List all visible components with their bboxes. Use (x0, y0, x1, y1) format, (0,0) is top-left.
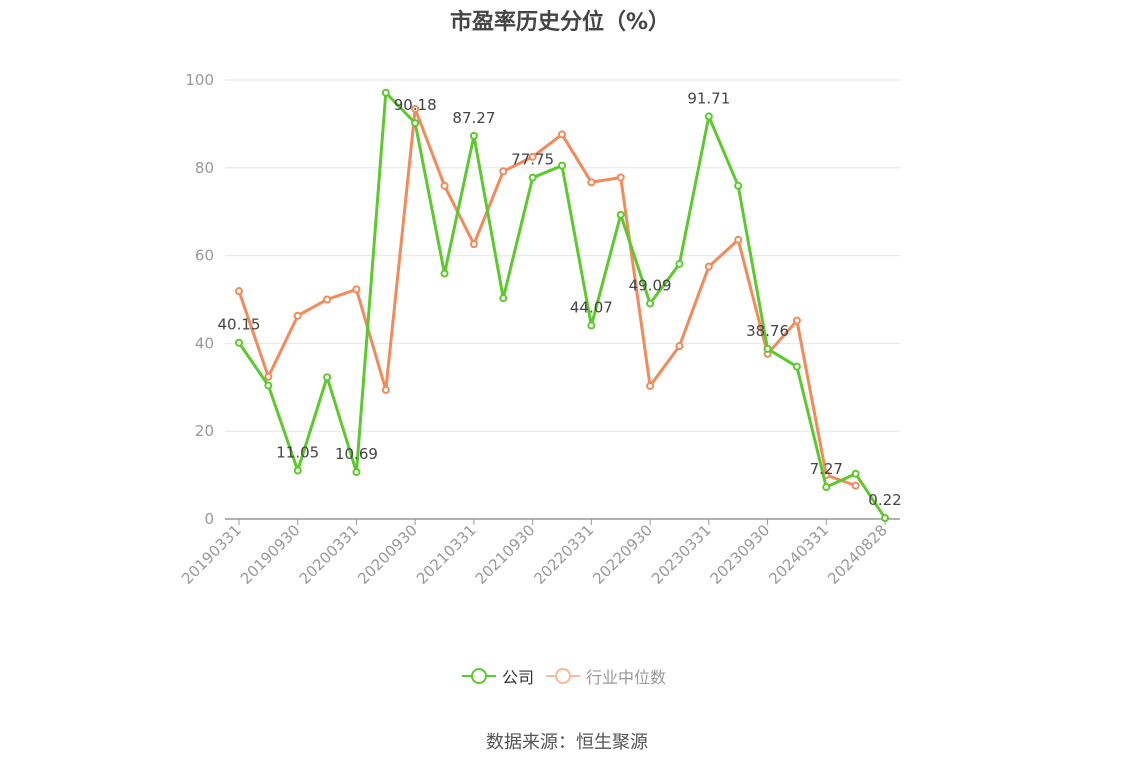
chart-title: 市盈率历史分位（%） (449, 10, 671, 35)
data-label: 7.27 (810, 460, 843, 478)
data-point-company (675, 259, 684, 268)
data-point-company (411, 119, 420, 128)
data-label: 40.15 (218, 316, 261, 334)
data-point-industry-median (352, 285, 361, 294)
data-point-company (381, 88, 390, 97)
data-point-industry-median (499, 167, 508, 176)
data-point-company (499, 294, 508, 303)
data-point-company (704, 112, 713, 121)
data-point-company (323, 373, 332, 382)
x-tick-label: 20210930 (472, 521, 539, 588)
x-tick-label: 20190930 (237, 521, 304, 588)
data-point-industry-median (528, 152, 537, 161)
data-label: 49.09 (629, 276, 672, 294)
data-point-industry-median (293, 311, 302, 320)
data-label: 87.27 (452, 109, 495, 127)
data-point-company (264, 381, 273, 390)
x-tick-label: 20230331 (648, 521, 715, 588)
data-point-company (440, 269, 449, 278)
series-layer (235, 88, 889, 523)
legend: 公司 行业中位数 (462, 663, 678, 689)
data-label: 91.71 (687, 89, 730, 107)
data-point-industry-median (323, 295, 332, 304)
x-tick-label: 20220930 (589, 521, 656, 588)
x-tick-label: 20200930 (354, 521, 421, 588)
data-label: 77.75 (511, 151, 554, 169)
axis-layer: 0 20 40 60 80 100 2019033120190930202003312020… (178, 71, 900, 588)
data-point-industry-median (587, 178, 596, 187)
x-tick-label: 20190331 (178, 521, 245, 588)
series-line-industry-median (237, 107, 857, 488)
data-point-industry-median (616, 173, 625, 182)
x-tick-label: 20200331 (296, 521, 363, 588)
data-point-company (851, 469, 860, 478)
y-tick-label: 40 (195, 334, 214, 352)
data-point-company (558, 161, 566, 170)
data-point-industry-median (734, 235, 743, 244)
data-point-industry-median (469, 240, 478, 249)
data-label-layer: 40.15 11.05 10.69 90.18 87.27 77.75 44.07 49.09… (218, 89, 902, 509)
data-point-industry-median (411, 104, 420, 113)
data-point-company (734, 181, 743, 190)
data-point-company (881, 514, 889, 523)
data-point-company (528, 173, 537, 182)
data-point-company (763, 344, 772, 353)
y-tick-label: 80 (195, 159, 214, 177)
y-tick-label: 60 (195, 247, 214, 265)
data-point-industry-median (558, 130, 566, 139)
x-tick-label: 20220331 (530, 521, 597, 588)
data-point-company (587, 321, 596, 330)
data-point-industry-median (440, 181, 449, 190)
data-point-industry-median (235, 287, 243, 296)
data-point-industry-median (792, 316, 801, 325)
legend-company-marker-icon (462, 666, 496, 686)
legend-industry-label: 行业中位数 (586, 668, 667, 687)
y-tick-label: 100 (185, 71, 214, 89)
data-point-company (646, 299, 655, 308)
data-source-note: 数据来源：恒生聚源 (486, 732, 648, 753)
data-point-industry-median (646, 381, 655, 390)
legend-item-industry-median[interactable]: 行业中位数 (546, 664, 666, 688)
y-tick-label: 20 (195, 422, 214, 440)
data-label: 38.76 (746, 322, 789, 340)
chart-svg: 0 20 40 60 80 100 2019033120190930202003312020… (178, 71, 902, 588)
legend-industry-marker-icon (546, 666, 581, 686)
data-label: 11.05 (276, 443, 319, 461)
data-point-company (822, 483, 831, 492)
data-point-industry-median (675, 342, 684, 351)
data-point-company (293, 466, 302, 475)
data-label: 0.22 (868, 491, 901, 509)
x-tick-label: 20240331 (765, 521, 832, 588)
data-point-industry-median (381, 385, 390, 394)
x-tick-label: 20230930 (707, 521, 774, 588)
data-point-company (352, 468, 361, 477)
legend-item-company[interactable]: 公司 (462, 664, 534, 688)
data-point-company (616, 210, 625, 219)
x-tick-label: 20210331 (413, 521, 480, 588)
y-tick-label: 0 (204, 510, 214, 528)
data-point-industry-median (704, 262, 713, 271)
data-label: 44.07 (570, 299, 613, 317)
data-point-company (792, 362, 801, 371)
data-point-industry-median (851, 481, 860, 490)
legend-company-label: 公司 (502, 668, 535, 687)
data-label: 10.69 (335, 445, 378, 463)
data-label: 90.18 (394, 96, 437, 114)
x-tick-label: 20240828 (824, 521, 891, 588)
data-point-company (469, 131, 478, 140)
data-point-company (235, 338, 243, 347)
data-point-industry-median (264, 372, 273, 381)
